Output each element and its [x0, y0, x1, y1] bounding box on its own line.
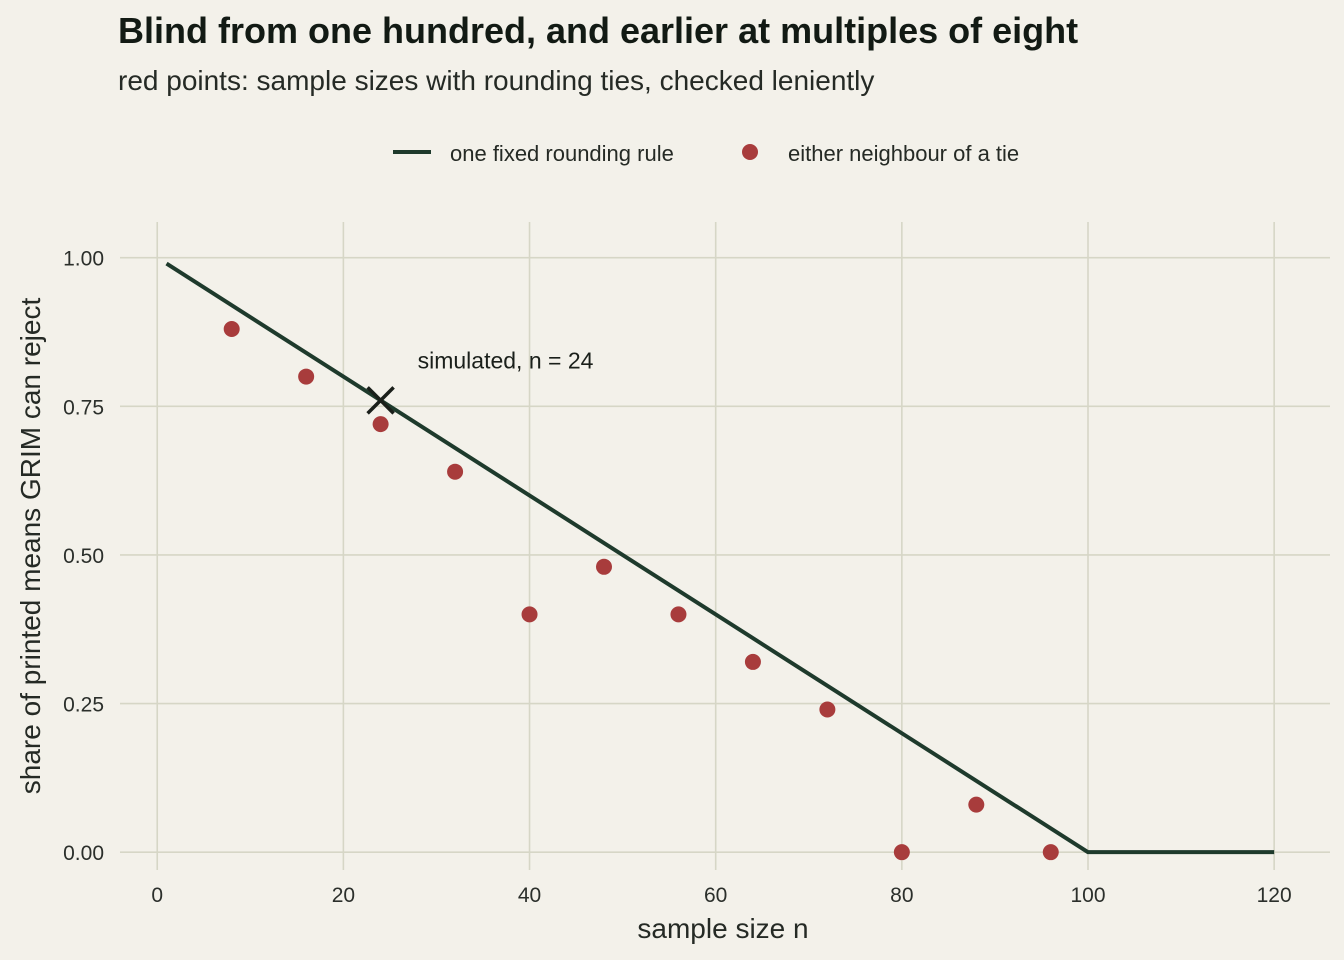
data-point-tie	[521, 606, 538, 623]
legend: one fixed rounding rule either neighbour…	[393, 141, 1019, 166]
y-tick-label: 0.00	[63, 842, 104, 865]
data-point-tie	[596, 558, 612, 575]
x-axis-label: sample size n	[637, 913, 808, 944]
y-tick-label: 0.25	[63, 694, 104, 717]
x-tick-label: 0	[151, 884, 163, 907]
data-point-tie	[298, 368, 315, 385]
data-point-tie	[819, 701, 836, 718]
legend-swatch-point	[742, 144, 758, 160]
data-point-tie	[968, 796, 985, 813]
annotation-label: simulated, n = 24	[418, 347, 594, 373]
chart-title: Blind from one hundred, and earlier at m…	[118, 10, 1078, 51]
grid	[120, 222, 1330, 870]
simulated-marker	[366, 386, 395, 415]
legend-label-line: one fixed rounding rule	[450, 141, 674, 166]
series	[165, 261, 1275, 861]
x-tick-label: 20	[332, 884, 355, 907]
y-tick-label: 0.50	[63, 545, 104, 568]
chart-subtitle: red points: sample sizes with rounding t…	[118, 65, 874, 96]
marker-stroke-b	[366, 386, 395, 415]
x-tick-label: 60	[704, 884, 727, 907]
data-point-tie	[447, 463, 464, 480]
data-point-tie	[670, 606, 687, 623]
y-axis-label: share of printed means GRIM can reject	[15, 298, 46, 795]
tick-labels: 0 20 40 60 80 100 120 0.00 0.25 0.50 0.75 1.00	[63, 248, 1292, 907]
data-point-tie	[893, 844, 910, 861]
data-point-tie	[1042, 844, 1059, 861]
data-point-tie	[223, 321, 240, 338]
x-tick-label: 100	[1070, 884, 1105, 907]
series-line-fixed-rounding	[165, 261, 1275, 855]
y-tick-label: 1.00	[63, 248, 104, 271]
data-point-tie	[372, 416, 389, 433]
annotations: simulated, n = 24	[366, 347, 594, 415]
data-point-tie	[744, 653, 761, 670]
x-tick-label: 40	[518, 884, 541, 907]
y-tick-label: 0.75	[63, 396, 104, 419]
legend-label-points: either neighbour of a tie	[788, 141, 1019, 166]
x-tick-label: 80	[890, 884, 913, 907]
x-tick-label: 120	[1257, 884, 1292, 907]
